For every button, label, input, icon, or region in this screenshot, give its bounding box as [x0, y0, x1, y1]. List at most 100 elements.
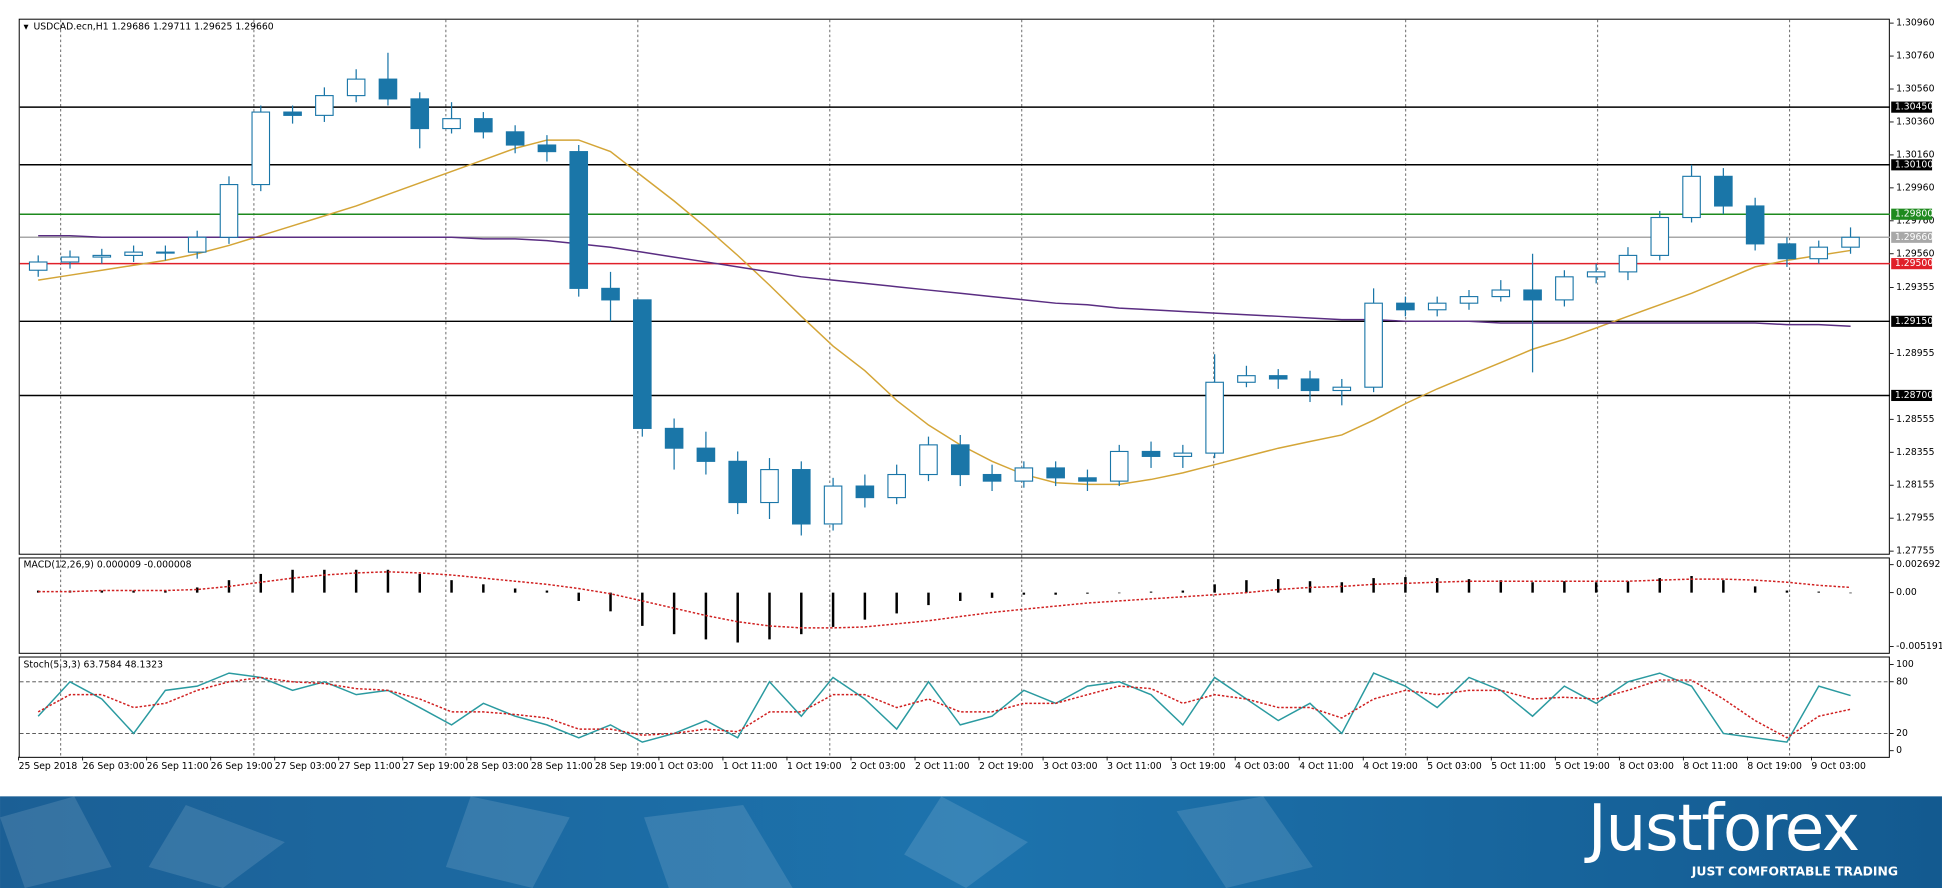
candle-body — [791, 469, 811, 525]
candle-body — [187, 236, 207, 253]
candle-body — [1014, 467, 1034, 482]
y-tick-label: 100 — [1896, 659, 1914, 670]
x-tick-label: 4 Oct 11:00 — [1299, 761, 1354, 772]
macd-bar — [1849, 592, 1852, 594]
x-tick-label: 27 Sep 03:00 — [275, 761, 337, 772]
candle-body — [1237, 375, 1256, 383]
macd-bar — [1086, 592, 1089, 594]
y-tick-label: 1.28355 — [1896, 447, 1934, 458]
macd-bar — [1499, 580, 1503, 593]
candle-body — [633, 299, 652, 429]
y-tick-label: 1.30360 — [1896, 116, 1934, 127]
x-tick-label: 26 Sep 19:00 — [211, 761, 273, 772]
macd-panel — [18, 557, 1890, 654]
y-tick-label: 0 — [1896, 745, 1902, 756]
y-tick-label: 1.27755 — [1896, 546, 1934, 557]
macd-bar — [1690, 576, 1693, 593]
candle-body — [251, 111, 271, 186]
candle-body — [410, 98, 430, 130]
macd-signal — [38, 571, 1851, 629]
x-tick-label: 2 Oct 11:00 — [915, 761, 970, 772]
candle-body — [855, 485, 875, 499]
level-label: 1.30450 — [1895, 102, 1933, 113]
candle-body — [601, 287, 620, 301]
macd-bar — [1276, 579, 1280, 593]
x-tick-label: 8 Oct 11:00 — [1683, 761, 1738, 772]
x-tick-label: 8 Oct 03:00 — [1619, 761, 1674, 772]
macd-bar — [1340, 582, 1344, 593]
candle-body — [219, 184, 239, 238]
macd-bar — [291, 569, 294, 593]
candle-body — [315, 95, 334, 116]
candle-body — [1268, 375, 1288, 380]
x-tick-label: 27 Sep 11:00 — [339, 761, 401, 772]
stoch-main — [37, 672, 1851, 743]
y-tick-label: 1.28955 — [1896, 348, 1934, 359]
candle-body — [1427, 302, 1447, 311]
level-label: 1.28700 — [1895, 390, 1933, 401]
y-tick-label: 20 — [1896, 728, 1908, 739]
candle-body — [696, 447, 716, 462]
candle-body — [664, 427, 684, 449]
candle-body — [378, 78, 398, 100]
macd-bar — [195, 587, 199, 593]
macd-bar — [1467, 579, 1471, 593]
macd-bar — [959, 592, 962, 601]
level-box — [1891, 101, 1933, 113]
level-box — [1891, 231, 1933, 243]
macd-bar — [1181, 590, 1185, 593]
macd-bar — [1435, 578, 1439, 593]
candle-body — [442, 118, 461, 130]
macd-bar — [1658, 578, 1662, 593]
candle-body — [1173, 452, 1193, 457]
macd-label: MACD(12,26,9) 0.000009 -0.000008 — [24, 559, 192, 570]
candle-body — [1745, 205, 1765, 245]
moving-average — [38, 139, 1851, 486]
macd-bar — [895, 592, 898, 614]
y-tick-label: 1.29355 — [1896, 282, 1934, 293]
macd-bar — [609, 592, 612, 612]
level-label: 1.30100 — [1895, 159, 1933, 170]
y-tick-label: 1.28555 — [1896, 414, 1934, 425]
candle-body — [1459, 296, 1479, 304]
candle-body — [1555, 276, 1574, 301]
macd-bar — [545, 590, 549, 593]
candle-body — [1523, 289, 1542, 301]
macd-bar — [418, 573, 421, 593]
candle-body — [1205, 381, 1224, 454]
candle-body — [1809, 246, 1829, 260]
candle-body — [569, 151, 589, 289]
candle-body — [124, 251, 143, 256]
macd-bar — [1753, 586, 1757, 593]
macd-bar — [1785, 590, 1789, 593]
y-tick-label: 0.002692 — [1896, 559, 1940, 570]
main-panel — [18, 18, 1890, 555]
brand: Justforex — [1584, 791, 1859, 866]
candle-body — [919, 444, 938, 476]
stoch-panel — [18, 656, 1890, 758]
candle-body — [60, 256, 80, 263]
x-tick-label: 26 Sep 11:00 — [147, 761, 209, 772]
x-tick-label: 3 Oct 19:00 — [1171, 761, 1226, 772]
macd-bar — [1817, 591, 1820, 593]
macd-bar — [990, 592, 994, 598]
candle-body — [1046, 467, 1065, 479]
candle-body — [823, 485, 843, 525]
x-tick-label: 27 Sep 19:00 — [403, 761, 465, 772]
candle-body — [950, 444, 970, 476]
candle-body — [346, 78, 366, 97]
y-tick-label: 1.30760 — [1896, 51, 1934, 62]
y-tick-label: 1.29560 — [1896, 248, 1934, 259]
macd-bar — [1149, 591, 1153, 593]
x-tick-label: 4 Oct 19:00 — [1363, 761, 1418, 772]
x-tick-label: 5 Oct 03:00 — [1427, 761, 1482, 772]
macd-bar — [768, 592, 771, 640]
y-tick-label: 1.29760 — [1896, 215, 1934, 226]
candle-body — [1109, 450, 1129, 482]
y-tick-label: 1.30960 — [1896, 18, 1934, 29]
candle-body — [1650, 216, 1670, 256]
macd-bar — [513, 588, 517, 593]
macd-bar — [386, 569, 390, 593]
x-tick-label: 3 Oct 11:00 — [1107, 761, 1162, 772]
